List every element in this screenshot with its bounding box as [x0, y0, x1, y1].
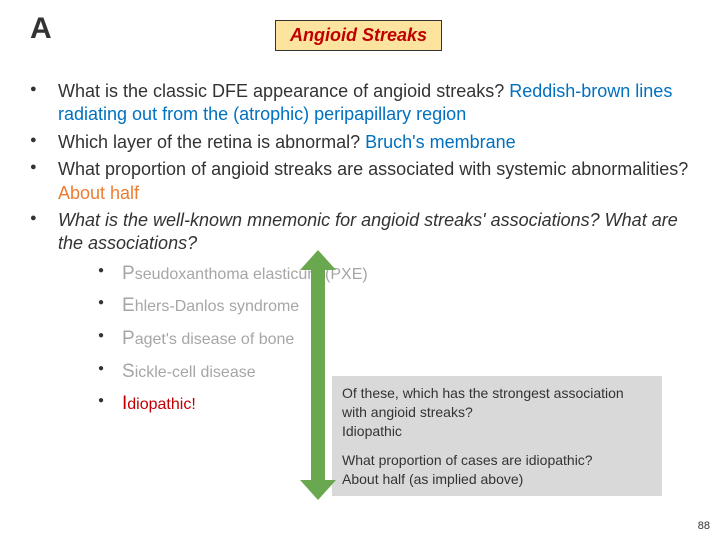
slide-title: Angioid Streaks — [275, 20, 442, 51]
bullet-1: What is the classic DFE appearance of an… — [30, 80, 700, 127]
sub-3-cap: P — [122, 328, 135, 349]
bullet-2-question: Which layer of the retina is abnormal? — [58, 132, 365, 152]
bullet-2-answer: Bruch's membrane — [365, 132, 516, 152]
bullet-1-question: What is the classic DFE appearance of an… — [58, 81, 509, 101]
sub-2: Ehlers-Danlos syndrome — [98, 294, 700, 319]
side-a2: About half (as implied above) — [342, 471, 523, 487]
side-a1: Idiopathic — [342, 423, 402, 439]
bullet-3: What proportion of angioid streaks are a… — [30, 158, 700, 205]
bullet-3-question: What proportion of angioid streaks are a… — [58, 159, 688, 179]
bullet-2: Which layer of the retina is abnormal? B… — [30, 131, 700, 154]
page-number: 88 — [698, 520, 710, 532]
sub-1-cap: P — [122, 263, 135, 284]
sub-1: Pseudoxanthoma elasticum (PXE) — [98, 262, 700, 287]
bullet-3-answer: About half — [58, 183, 139, 203]
main-bullet-list: What is the classic DFE appearance of an… — [30, 80, 700, 425]
sub-2-rest: hlers-Danlos syndrome — [135, 298, 300, 315]
double-arrow-icon — [300, 250, 336, 500]
corner-letter: A — [30, 12, 52, 46]
sub-5-rest: diopathic! — [127, 396, 196, 413]
side-box: Of these, which has the strongest associ… — [332, 376, 662, 496]
sub-3: Paget's disease of bone — [98, 327, 700, 352]
side-row-1: Of these, which has the strongest associ… — [342, 384, 652, 441]
sub-3-rest: aget's disease of bone — [135, 331, 295, 348]
side-row-2: What proportion of cases are idiopathic?… — [342, 451, 652, 489]
bullet-4-question: What is the well-known mnemonic for angi… — [58, 210, 678, 253]
sub-2-cap: E — [122, 295, 135, 316]
sub-4-rest: ickle-cell disease — [135, 364, 256, 381]
side-q2: What proportion of cases are idiopathic? — [342, 452, 593, 468]
sub-4-cap: S — [122, 361, 135, 382]
side-q1: Of these, which has the strongest associ… — [342, 385, 624, 420]
